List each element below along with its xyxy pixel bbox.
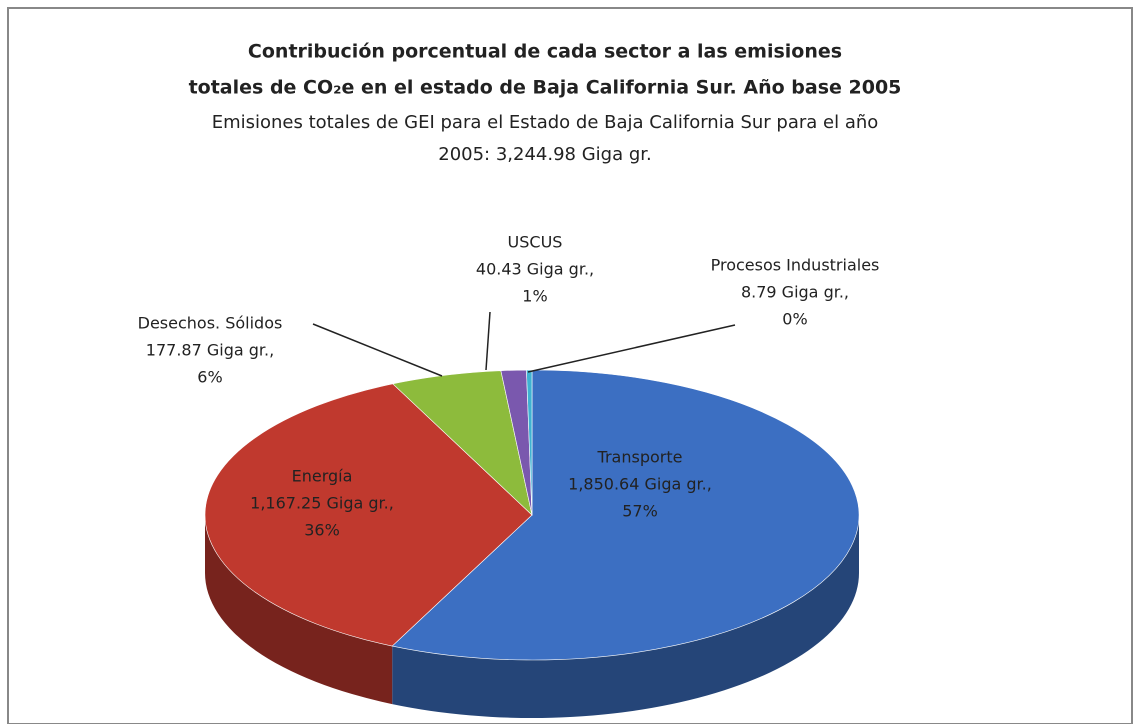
chart-title: Contribución porcentual de cada sector a… (248, 41, 842, 63)
slice (204, 383, 533, 647)
data-label-value: 177.87 Giga gr., (146, 341, 274, 360)
data-label-percent: 0% (782, 310, 807, 329)
data-label-percent: 6% (197, 368, 222, 387)
leader-line (312, 323, 443, 377)
chart-subtitle: Emisiones totales de GEI para el Estado … (212, 112, 879, 133)
data-label-percent: 57% (622, 502, 658, 521)
data-label-name: Desechos. Sólidos (138, 314, 283, 333)
data-label-percent: 36% (304, 521, 340, 540)
leader-line (527, 324, 736, 373)
chart-title: totales de CO₂e en el estado de Baja Cal… (189, 77, 902, 99)
data-label-value: 8.79 Giga gr., (741, 283, 849, 302)
slice (526, 369, 533, 516)
slice-side (205, 515, 393, 705)
data-label-value: 1,167.25 Giga gr., (250, 494, 394, 513)
slice-side (392, 515, 859, 718)
data-label-name: Transporte (597, 448, 683, 467)
chart-subtitle: 2005: 3,244.98 Giga gr. (438, 144, 652, 165)
data-label-name: USCUS (508, 233, 563, 252)
data-label-value: 40.43 Giga gr., (476, 260, 594, 279)
data-label-name: Energía (292, 467, 353, 486)
data-label-percent: 1% (522, 287, 547, 306)
leader-line (485, 311, 491, 371)
data-label-name: Procesos Industriales (711, 256, 880, 275)
data-label-value: 1,850.64 Giga gr., (568, 475, 712, 494)
slice (391, 369, 860, 661)
